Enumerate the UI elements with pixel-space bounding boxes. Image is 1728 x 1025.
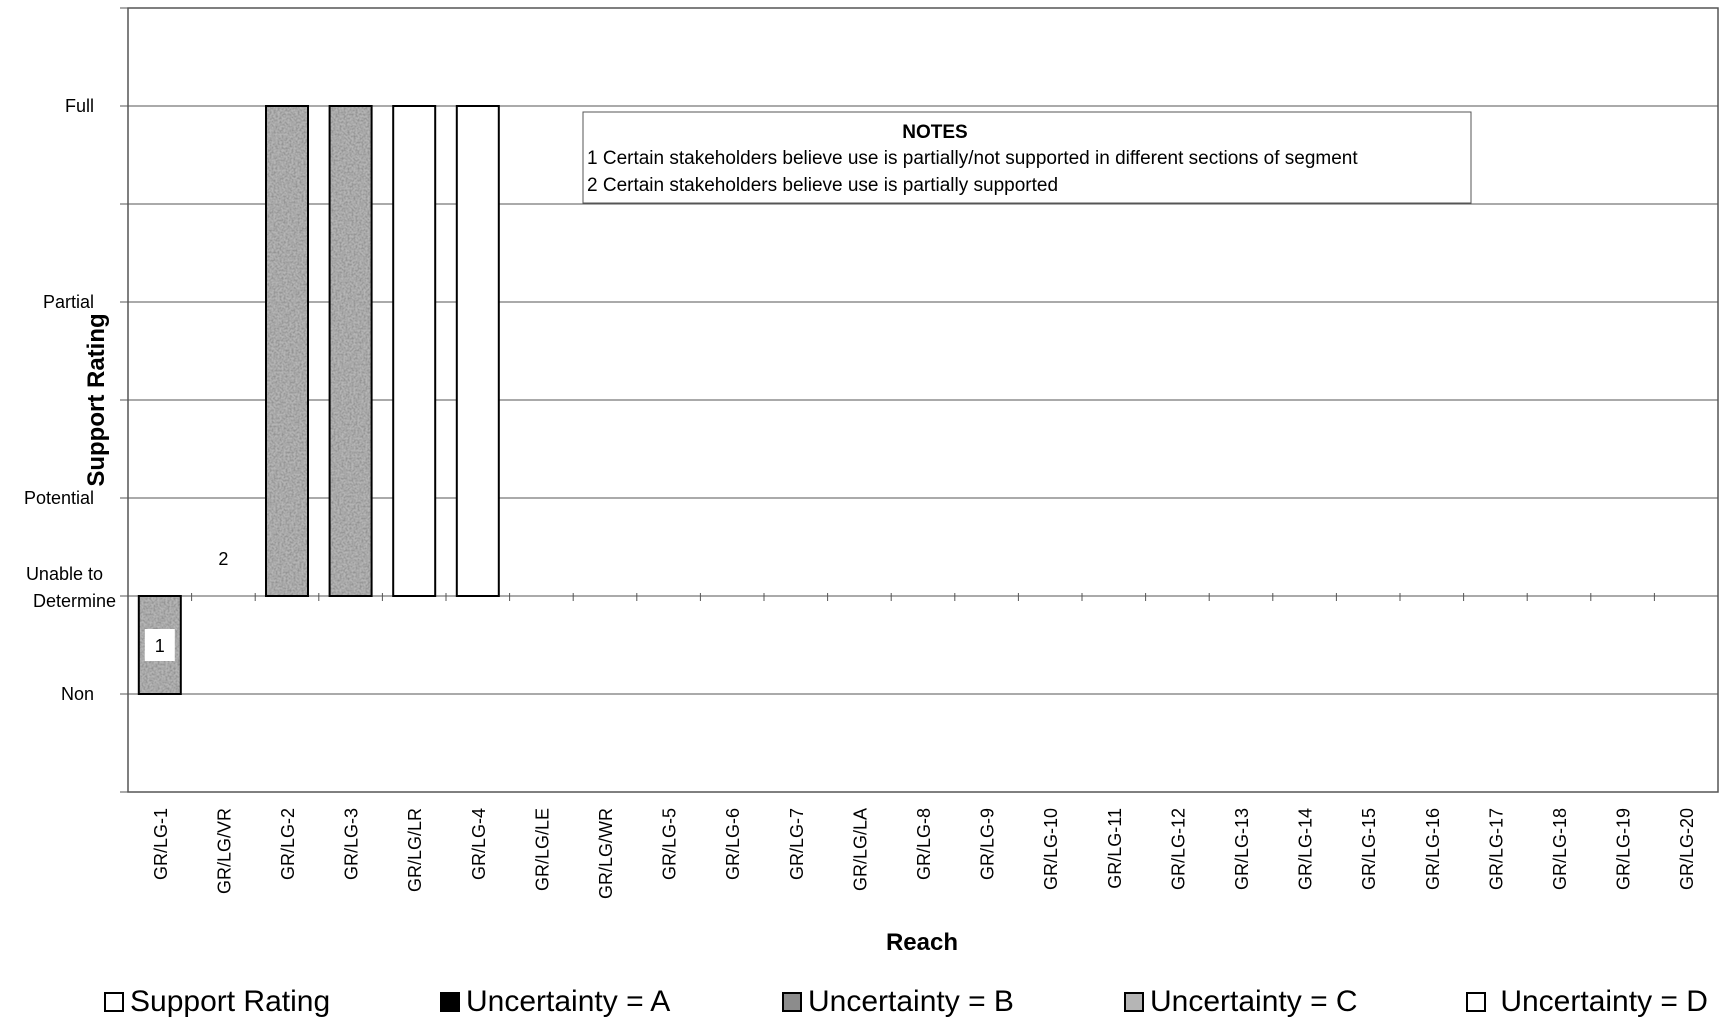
legend-swatch-gray (782, 992, 802, 1012)
legend-item-uncertainty-b: Uncertainty = B (782, 985, 1014, 1019)
x-tick-label: GR/LG-6 (723, 808, 743, 880)
x-tick-label: GR/LG-9 (978, 808, 998, 880)
x-tick-label: GR/LG-10 (1041, 808, 1061, 890)
legend-label: Uncertainty = A (466, 985, 671, 1018)
bar-annotation: 1 (155, 636, 165, 656)
x-tick-label: GR/LG/VR (214, 808, 234, 894)
x-tick-label: GR/LG-7 (787, 808, 807, 880)
x-tick-label: GR/LG-18 (1550, 808, 1570, 890)
x-tick-label: GR/LG-14 (1296, 808, 1316, 890)
x-tick-label: GR/LG/LE (532, 808, 552, 891)
x-tick-label: GR/LG-20 (1677, 808, 1697, 890)
x-axis-title: Reach (886, 929, 958, 956)
x-tick-label: GR/LG-11 (1105, 808, 1125, 889)
legend-item-support-rating: Support Rating (104, 985, 330, 1019)
legend-label: Uncertainty = B (808, 985, 1014, 1018)
bar-gr-lg-2 (265, 105, 309, 597)
notes-title: NOTES (902, 122, 967, 143)
bar-annotation: 2 (218, 549, 228, 569)
bar-gr-lg-3 (328, 105, 373, 597)
legend-item-uncertainty-a: Uncertainty = A (440, 985, 670, 1019)
bar-gr-lg-4 (455, 105, 500, 597)
legend-label: Uncertainty = D (1492, 985, 1708, 1018)
y-tick-label: Partial (43, 292, 94, 312)
y-tick-label: Unable to Determine (26, 564, 116, 611)
legend-item-uncertainty-c: Uncertainty = C (1124, 985, 1358, 1019)
x-tick-label: GR/LG/LR (405, 808, 425, 892)
x-tick-label: GR/LG-13 (1232, 808, 1252, 890)
x-tick-label: GR/LG-4 (469, 808, 489, 880)
y-tick-label: Full (65, 96, 94, 116)
note-1: 1 Certain stakeholders believe use is pa… (587, 148, 1358, 169)
x-tick-label: GR/LG-17 (1486, 808, 1506, 890)
legend-swatch-mottled (1124, 992, 1144, 1012)
x-tick-label: GR/LG-16 (1423, 808, 1443, 890)
legend-label: Support Rating (130, 985, 331, 1018)
x-tick-label: GR/LG-3 (342, 808, 362, 880)
legend-swatch-white (1466, 992, 1486, 1012)
y-tick-labels: Non Unable to Determine Potential Partial Ful… (24, 96, 116, 704)
bar-annotations: 12 (144, 549, 228, 661)
legend: Support Rating Uncertainty = A Uncertain… (100, 985, 1720, 1025)
y-axis-title: Support Rating (83, 313, 110, 486)
x-tick-label: GR/LG-19 (1614, 808, 1634, 890)
x-tick-label: GR/LG-12 (1168, 808, 1188, 890)
x-tick-label: GR/LG/WR (596, 808, 616, 899)
x-tick-labels: GR/LG-1 GR/LG/VR GR/LG-2 GR/LG-3 GR/LG/LR GR/… (151, 808, 1697, 899)
x-tick-label: GR/LG/LA (850, 808, 870, 891)
bar-gr-lg-lr (392, 105, 437, 597)
x-tick-label: GR/LG-8 (914, 808, 934, 880)
note-2: 2 Certain stakeholders believe use is pa… (587, 175, 1058, 196)
bars (137, 105, 500, 695)
notes-box: NOTES 1 Certain stakeholders believe use… (582, 111, 1472, 204)
x-tick-label: GR/LG-5 (660, 808, 680, 880)
y-tick-label: Non (61, 684, 94, 704)
legend-item-uncertainty-d: Uncertainty = D (1466, 985, 1708, 1019)
annotation-box (144, 629, 175, 661)
x-tick-label: GR/LG-1 (151, 808, 171, 880)
legend-label: Uncertainty = C (1150, 985, 1358, 1018)
y-tick-label: Potential (24, 488, 94, 508)
x-tick-label: GR/LG-2 (278, 808, 298, 880)
x-tick-label: GR/LG-15 (1359, 808, 1379, 890)
legend-swatch-black (440, 992, 460, 1012)
plot-area-border (127, 7, 1719, 793)
legend-swatch-outline (104, 992, 124, 1012)
